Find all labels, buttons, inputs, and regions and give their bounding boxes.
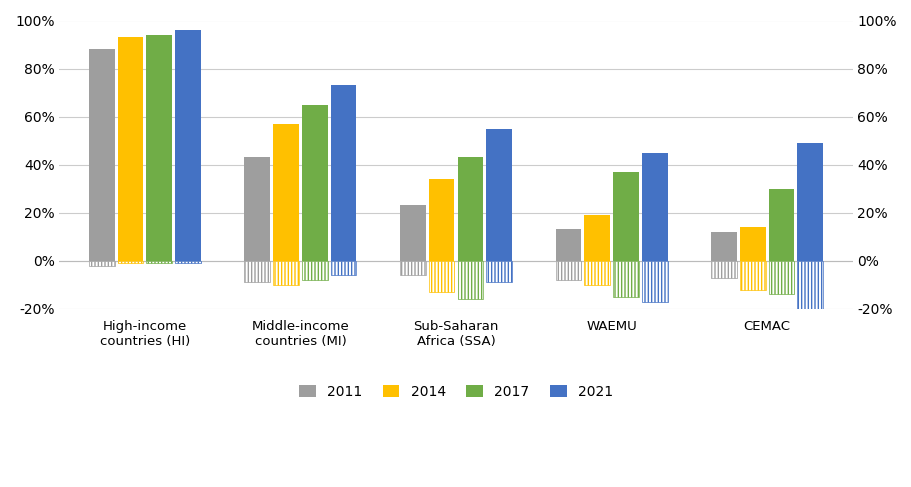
Bar <box>244 157 270 261</box>
Bar <box>739 261 764 290</box>
Bar <box>175 261 200 263</box>
Bar <box>641 261 667 301</box>
Bar <box>486 129 511 261</box>
Bar <box>118 261 143 263</box>
Bar <box>400 206 425 261</box>
Bar <box>796 261 823 314</box>
Bar <box>768 261 793 294</box>
Bar <box>486 261 511 282</box>
Bar <box>331 261 356 275</box>
Bar <box>118 37 143 261</box>
Legend: 2011, 2014, 2017, 2021: 2011, 2014, 2017, 2021 <box>293 379 618 404</box>
Bar <box>584 215 609 261</box>
Bar <box>457 157 483 261</box>
Bar <box>584 261 609 285</box>
Bar <box>612 261 638 297</box>
Bar <box>175 30 200 261</box>
Bar <box>641 152 667 261</box>
Bar <box>796 143 823 261</box>
Bar <box>457 261 483 299</box>
Bar <box>331 85 356 261</box>
Bar <box>428 179 454 261</box>
Bar <box>88 49 115 261</box>
Bar <box>273 261 299 285</box>
Bar <box>555 229 580 261</box>
Bar <box>88 261 115 265</box>
Bar <box>428 261 454 292</box>
Bar <box>711 232 736 261</box>
Bar <box>400 261 425 275</box>
Bar <box>147 35 172 261</box>
Bar <box>273 124 299 261</box>
Bar <box>739 227 764 261</box>
Bar <box>302 105 327 261</box>
Bar <box>555 261 580 280</box>
Bar <box>768 188 793 261</box>
Bar <box>147 261 172 263</box>
Bar <box>612 172 638 261</box>
Bar <box>302 261 327 280</box>
Bar <box>711 261 736 278</box>
Bar <box>244 261 270 282</box>
